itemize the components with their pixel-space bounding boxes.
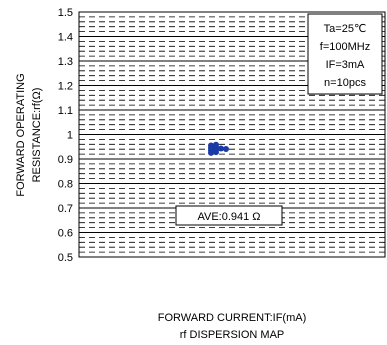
y-tick-labels: 0.5 0.6 0.7 0.8 0.9 1 1.1 1.2 1.3 1.4 1.5: [58, 7, 73, 264]
data-point: [223, 145, 229, 152]
y-tick-label: 1.5: [58, 7, 73, 19]
data-point: [213, 149, 219, 156]
y-tick-label: 0.9: [58, 154, 73, 166]
average-label: AVE:0.941 Ω: [197, 211, 260, 223]
plot-frame: [78, 11, 386, 258]
y-tick-label: 1.3: [58, 56, 73, 68]
y-tick-label: 0.6: [58, 228, 73, 240]
average-box: AVE:0.941 Ω: [175, 205, 283, 226]
chart-subtitle: rf DISPERSION MAP: [180, 329, 285, 341]
y-tick-label: 0.7: [58, 203, 73, 215]
y-tick-label: 0.8: [58, 179, 73, 191]
data-points: [208, 141, 229, 156]
y-tick-label: 1.2: [58, 81, 73, 93]
condition-frequency: f=100MHz: [320, 41, 370, 53]
y-axis-title-line2: RESISTANCE:rf(Ω): [31, 88, 43, 183]
data-point: [218, 145, 224, 152]
x-axis-title: FORWARD CURRENT:IF(mA): [158, 312, 307, 324]
y-axis-title-line1: FORWARD OPERATING: [15, 73, 27, 196]
condition-current: IF=3mA: [326, 59, 365, 71]
condition-temperature: Ta=25℃: [324, 23, 367, 35]
data-point: [208, 149, 214, 156]
condition-sample-count: n=10pcs: [324, 77, 366, 89]
y-tick-label: 1.4: [58, 32, 73, 44]
y-tick-label: 1: [67, 130, 73, 142]
y-tick-label: 1.1: [58, 105, 73, 117]
conditions-box: Ta=25℃ f=100MHz IF=3mA n=10pcs: [307, 13, 383, 95]
y-tick-label: 0.5: [58, 252, 73, 264]
